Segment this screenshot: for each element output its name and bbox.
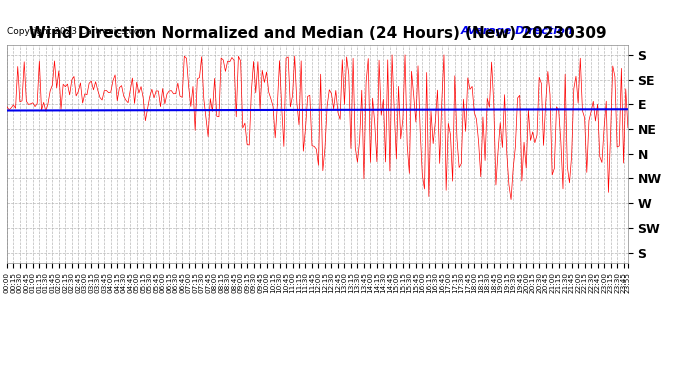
Text: Average Direction: Average Direction <box>460 26 573 36</box>
Title: Wind Direction Normalized and Median (24 Hours) (New) 20230309: Wind Direction Normalized and Median (24… <box>28 26 607 41</box>
Text: Copyright 2023 Cartronics.com: Copyright 2023 Cartronics.com <box>7 27 148 36</box>
